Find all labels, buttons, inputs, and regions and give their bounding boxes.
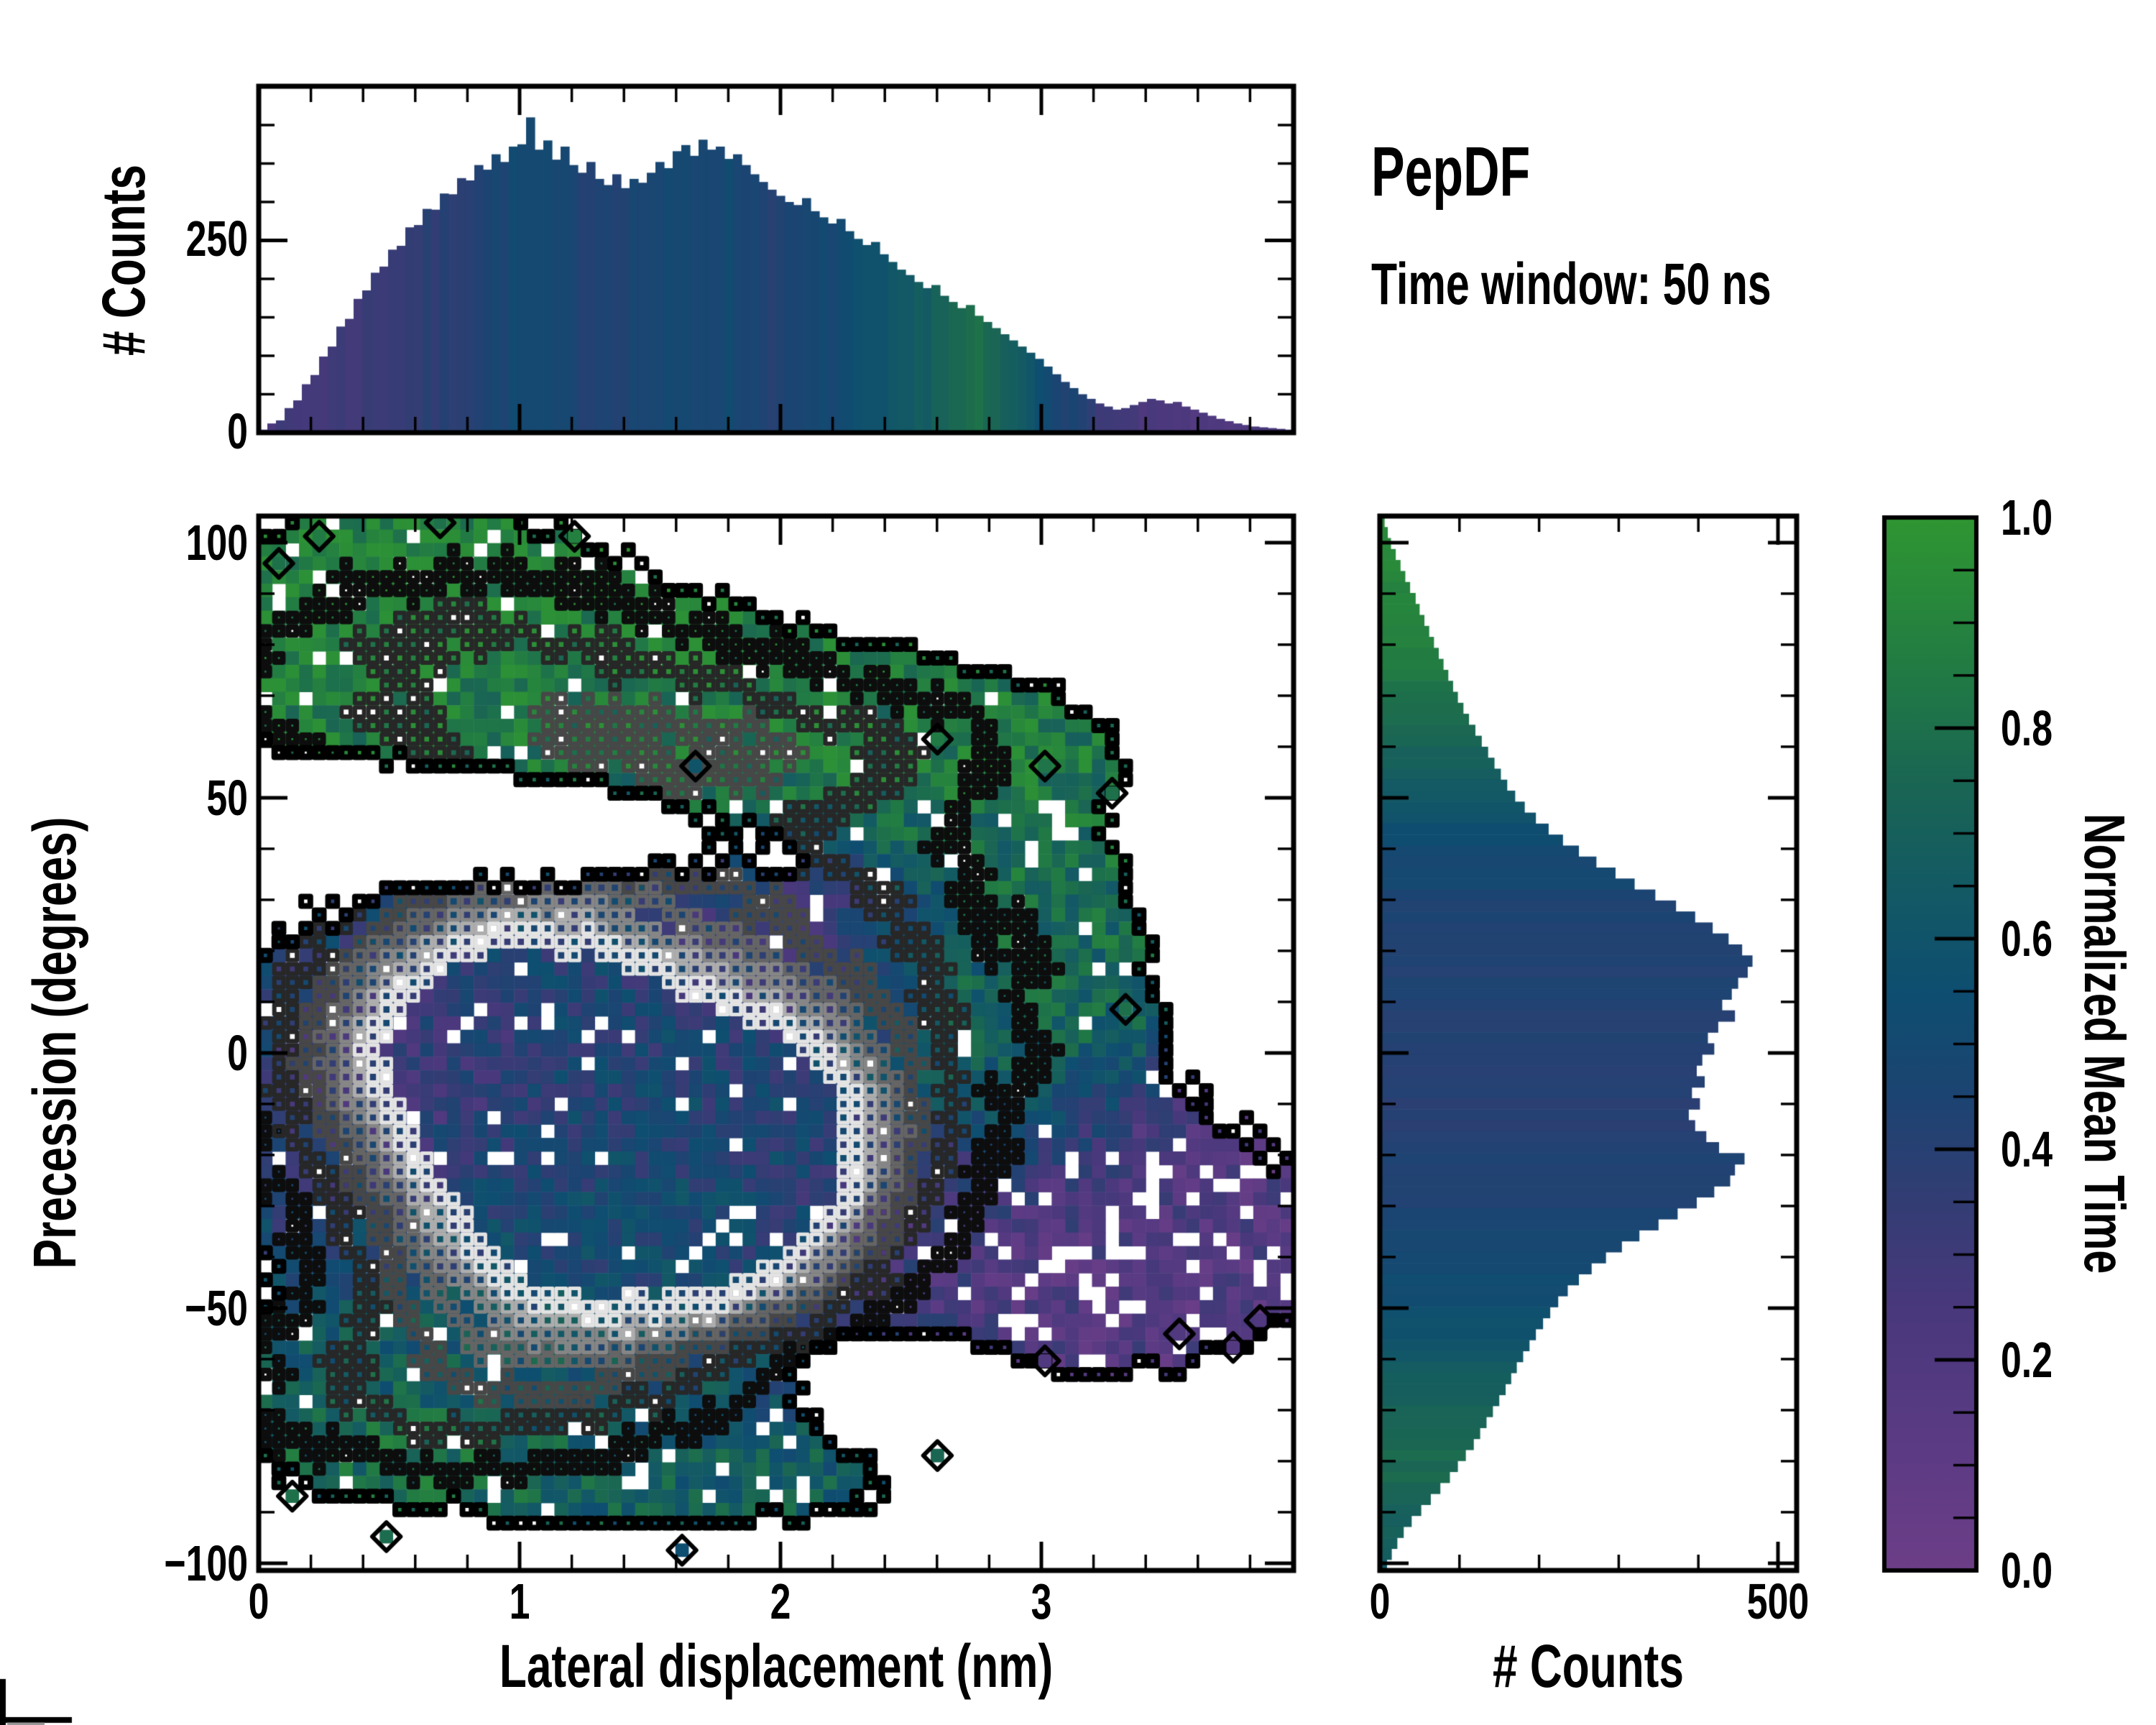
right-histogram-xlabel: # Counts [1493,1632,1684,1700]
colorbar-tick-label: 0.2 [2001,1332,2053,1388]
main-ytick-label: 0 [227,1024,248,1081]
main-ytick-label: 100 [185,514,248,571]
colorbar-tick-label: 1.0 [2001,489,2053,546]
top-histogram-ylabel: # Counts [90,165,157,356]
top-hist-ytick-label: 0 [227,403,248,459]
main-xtick-label: 1 [509,1573,530,1629]
main-ytick-label: −50 [185,1279,248,1336]
main-ytick-label: 50 [206,769,248,826]
main-xtick-label: 2 [770,1573,791,1629]
colorbar-label: Normalized Mean Time [2073,813,2137,1274]
figure-title: PepDF [1371,132,1531,211]
colorbar-tick-label: 0.4 [2001,1121,2053,1177]
colorbar-tick-label: 0.6 [2001,911,2053,967]
right-hist-xtick-label: 500 [1746,1573,1810,1629]
figure-subtitle: Time window: 50 ns [1371,252,1772,317]
main-xtick-label: 3 [1031,1573,1052,1629]
colorbar-tick-label: 0.0 [2001,1542,2053,1598]
colorbar-tick-label: 0.8 [2001,700,2053,756]
main-xlabel: Lateral displacement (nm) [499,1632,1054,1700]
right-hist-xtick-label: 0 [1369,1573,1391,1629]
main-xtick-label: 0 [248,1573,270,1629]
main-ytick-label: −100 [164,1535,248,1591]
top-hist-ytick-label: 250 [185,211,248,267]
main-ylabel: Precession (degrees) [21,816,88,1269]
